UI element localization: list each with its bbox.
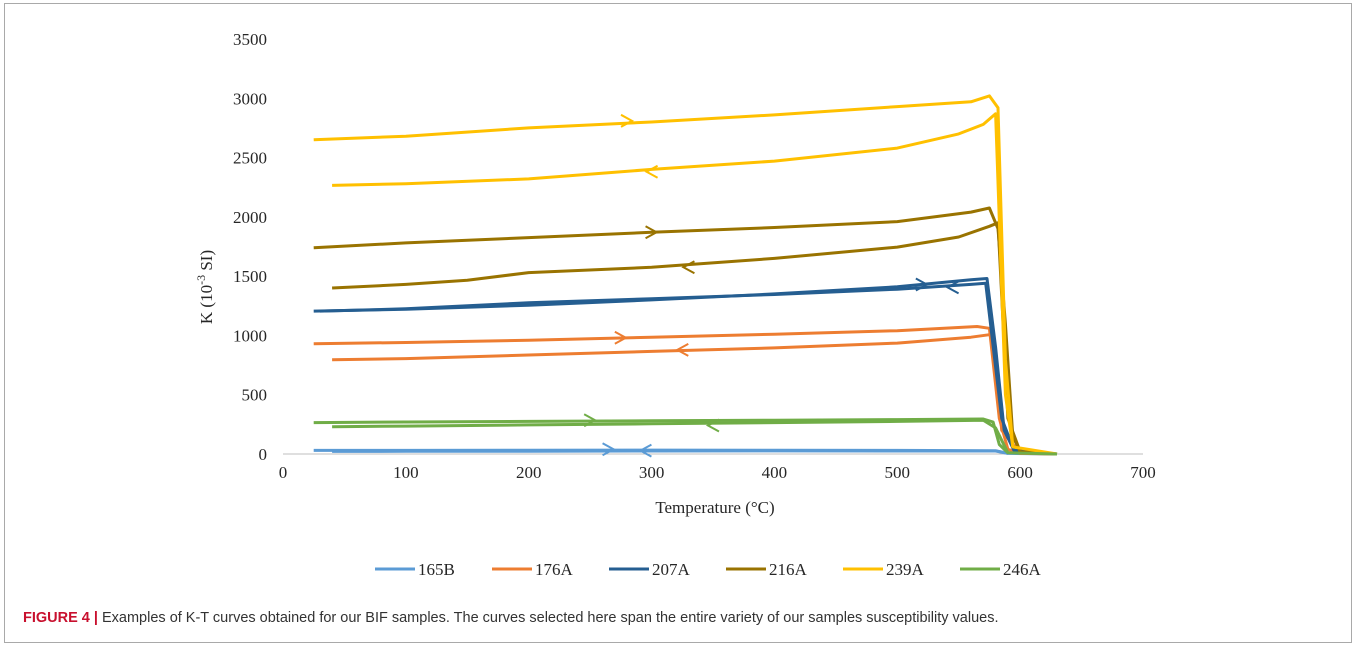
series-176A [313,325,1058,456]
heating-arrow-icon [915,277,929,292]
legend-label: 165B [418,560,455,579]
y-tick-label: 3500 [233,30,267,49]
x-axis-ticks: 0 100 200 300 400 500 600 700 [279,463,1156,482]
x-tick-label: 400 [762,463,788,482]
legend-label: 207A [652,560,691,579]
cooling-arrow-icon [675,343,689,357]
cooling-curve [332,112,1015,448]
heating-arrow-icon [602,442,616,457]
cooling-curve [332,449,1009,455]
cooling-arrow-icon [945,280,960,295]
legend-label: 216A [769,560,808,579]
legend-item-207A: 207A [609,560,691,579]
x-tick-label: 200 [516,463,542,482]
figure-caption: FIGURE 4 | Examples of K-T curves obtain… [23,610,1343,626]
figure-frame: 0 500 1000 1500 2000 2500 3000 3500 0 100 200 300 4… [4,3,1352,643]
x-tick-label: 100 [393,463,419,482]
y-tick-label: 1500 [233,267,267,286]
series-layer [313,94,1058,458]
y-axis-label: K (10-3 SI) [194,250,216,324]
caption-text: Examples of K-T curves obtained for our … [97,610,999,626]
series-216A [313,206,1058,456]
x-tick-label: 700 [1130,463,1156,482]
y-tick-label: 2500 [233,149,267,168]
heating-arrow-icon [620,113,635,128]
cooling-curve [332,332,1022,455]
x-tick-label: 0 [279,463,288,482]
x-axis-label: Temperature (°C) [655,498,774,517]
cooling-curve [332,418,1010,454]
series-165B [313,442,1058,458]
y-tick-label: 2000 [233,208,267,227]
y-tick-label: 1000 [233,326,267,345]
series-207A [313,277,1058,456]
cooling-curve [319,281,1016,451]
heating-arrow-icon [645,225,659,240]
cooling-arrow-icon [638,443,652,458]
legend-label: 246A [1003,560,1042,579]
legend-item-165B: 165B [375,560,455,579]
cooling-arrow-icon [644,164,659,179]
heating-curve [313,325,1058,456]
heating-curve [313,417,1058,456]
cooling-arrow-icon [681,260,695,275]
legend-item-216A: 216A [726,560,808,579]
x-tick-label: 600 [1007,463,1033,482]
kt-chart: 0 500 1000 1500 2000 2500 3000 3500 0 100 200 300 4… [194,30,1156,579]
legend-label: 239A [886,560,925,579]
legend: 165B 176A 207A 216A 239A 246A [375,560,1042,579]
heating-curve [313,94,1058,456]
heating-curve [313,206,1058,456]
legend-item-176A: 176A [492,560,574,579]
legend-item-239A: 239A [843,560,925,579]
heating-curve [313,277,1058,456]
x-tick-label: 500 [885,463,911,482]
y-axis-ticks: 0 500 1000 1500 2000 2500 3000 3500 [233,30,267,464]
cooling-arrow-icon [705,418,720,433]
y-tick-label: 0 [259,445,268,464]
series-239A [313,94,1058,456]
legend-item-246A: 246A [960,560,1042,579]
legend-label: 176A [535,560,574,579]
heating-arrow-icon [614,330,628,345]
y-tick-label: 500 [242,386,268,405]
x-tick-label: 300 [639,463,665,482]
caption-label: FIGURE 4 | [23,610,98,626]
y-tick-label: 3000 [233,89,267,108]
heating-arrow-icon [583,413,598,428]
series-246A [313,413,1058,456]
